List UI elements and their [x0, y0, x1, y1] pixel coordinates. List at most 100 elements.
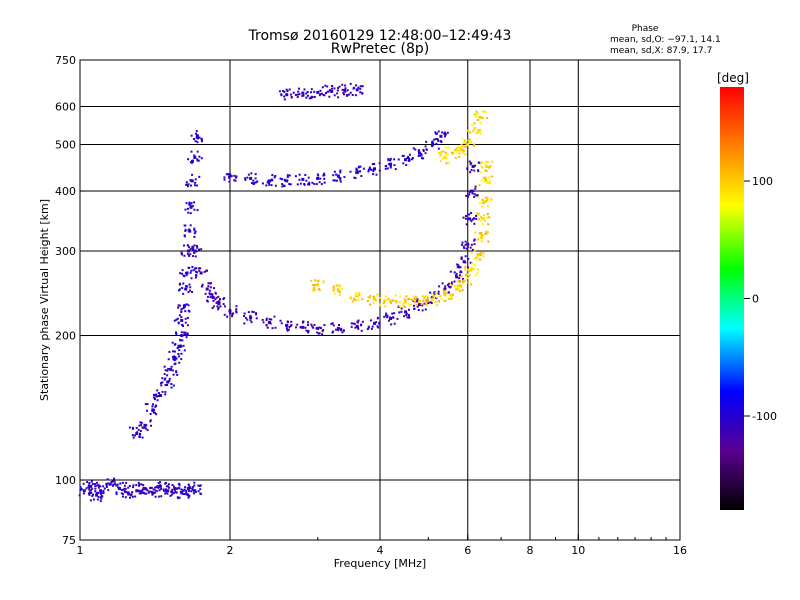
scatter-dot [278, 90, 281, 93]
data-point [228, 309, 232, 313]
scatter-dot [195, 250, 198, 253]
scatter-dot [154, 489, 157, 492]
scatter-dot [406, 316, 409, 319]
data-points [78, 82, 494, 503]
scatter-dot [460, 243, 463, 246]
scatter-dot [426, 296, 429, 299]
scatter-dot [458, 266, 461, 269]
y-tick-label: 750 [55, 54, 76, 67]
scatter-dot [371, 325, 374, 328]
scatter-dot [423, 296, 426, 299]
scatter-dot [429, 291, 432, 294]
scatter-dot [186, 285, 189, 288]
scatter-dot [119, 482, 122, 485]
scatter-dot [109, 482, 112, 485]
scatter-dot [337, 288, 340, 291]
scatter-dot [416, 300, 419, 303]
scatter-dot [445, 162, 448, 165]
scatter-dot [417, 309, 420, 312]
scatter-dot [313, 90, 316, 93]
scatter-dot [462, 151, 465, 154]
scatter-dot [408, 315, 411, 318]
scatter-dot [397, 158, 400, 161]
scatter-dot [209, 282, 212, 285]
scatter-dot [194, 276, 197, 279]
scatter-dot [338, 85, 341, 88]
scatter-dot [408, 308, 411, 311]
scatter-dot [407, 155, 410, 158]
scatter-dot [326, 90, 329, 93]
data-point [99, 489, 103, 493]
scatter-dot [120, 488, 123, 491]
scatter-dot [424, 295, 427, 298]
data-point [184, 287, 188, 291]
scatter-dot [315, 327, 318, 330]
scatter-dot [332, 330, 335, 333]
scatter-dot [94, 483, 97, 486]
scatter-dot [424, 152, 427, 155]
scatter-dot [107, 489, 110, 492]
scatter-dot [123, 487, 126, 490]
data-point [468, 217, 472, 221]
scatter-dot [481, 217, 484, 220]
scatter-dot [190, 247, 193, 250]
scatter-dot [227, 175, 230, 178]
scatter-dot [486, 231, 489, 234]
scatter-dot [378, 323, 381, 326]
scatter-dot [173, 355, 176, 358]
scatter-dot [333, 179, 336, 182]
scatter-dot [475, 132, 478, 135]
scatter-dot [195, 244, 198, 247]
x-tick-label: 8 [527, 544, 534, 557]
scatter-dot [438, 285, 441, 288]
scatter-dot [149, 490, 152, 493]
scatter-dot [318, 94, 321, 97]
scatter-dot [288, 183, 291, 186]
scatter-dot [479, 164, 482, 167]
scatter-dot [187, 158, 190, 161]
scatter-dot [301, 321, 304, 324]
scatter-dot [189, 161, 192, 164]
scatter-dot [157, 395, 160, 398]
scatter-dot [223, 297, 226, 300]
scatter-dot [268, 181, 271, 184]
scatter-dot [172, 485, 175, 488]
scatter-dot [336, 92, 339, 95]
scatter-dot [246, 318, 249, 321]
scatter-dot [405, 314, 408, 317]
scatter-dot [473, 127, 476, 130]
scatter-dot [247, 173, 250, 176]
scatter-dot [441, 282, 444, 285]
scatter-dot [403, 315, 406, 318]
scatter-dot [188, 484, 191, 487]
scatter-dot [434, 292, 437, 295]
scatter-dot [395, 300, 398, 303]
scatter-dot [321, 86, 324, 89]
scatter-dot [411, 157, 414, 160]
scatter-dot [282, 184, 285, 187]
scatter-dot [417, 154, 420, 157]
scatter-dot [461, 148, 464, 151]
scatter-dot [458, 274, 461, 277]
scatter-dot [166, 492, 169, 495]
scatter-dot [377, 326, 380, 329]
scatter-dot [223, 178, 226, 181]
scatter-dot [399, 295, 402, 298]
scatter-dot [340, 287, 343, 290]
scatter-dot [473, 249, 476, 252]
scatter-dot [473, 113, 476, 116]
scatter-dot [223, 305, 226, 308]
scatter-dot [414, 300, 417, 303]
scatter-dot [353, 86, 356, 89]
scatter-dot [125, 481, 128, 484]
scatter-dot [349, 91, 352, 94]
y-tick-label: 600 [55, 101, 76, 114]
scatter-dot [188, 283, 191, 286]
scatter-dot [146, 429, 149, 432]
scatter-dot [366, 328, 369, 331]
scatter-dot [470, 211, 473, 214]
scatter-dot [176, 487, 179, 490]
scatter-dot [464, 265, 467, 268]
scatter-dot [471, 189, 474, 192]
scatter-dot [280, 94, 283, 97]
